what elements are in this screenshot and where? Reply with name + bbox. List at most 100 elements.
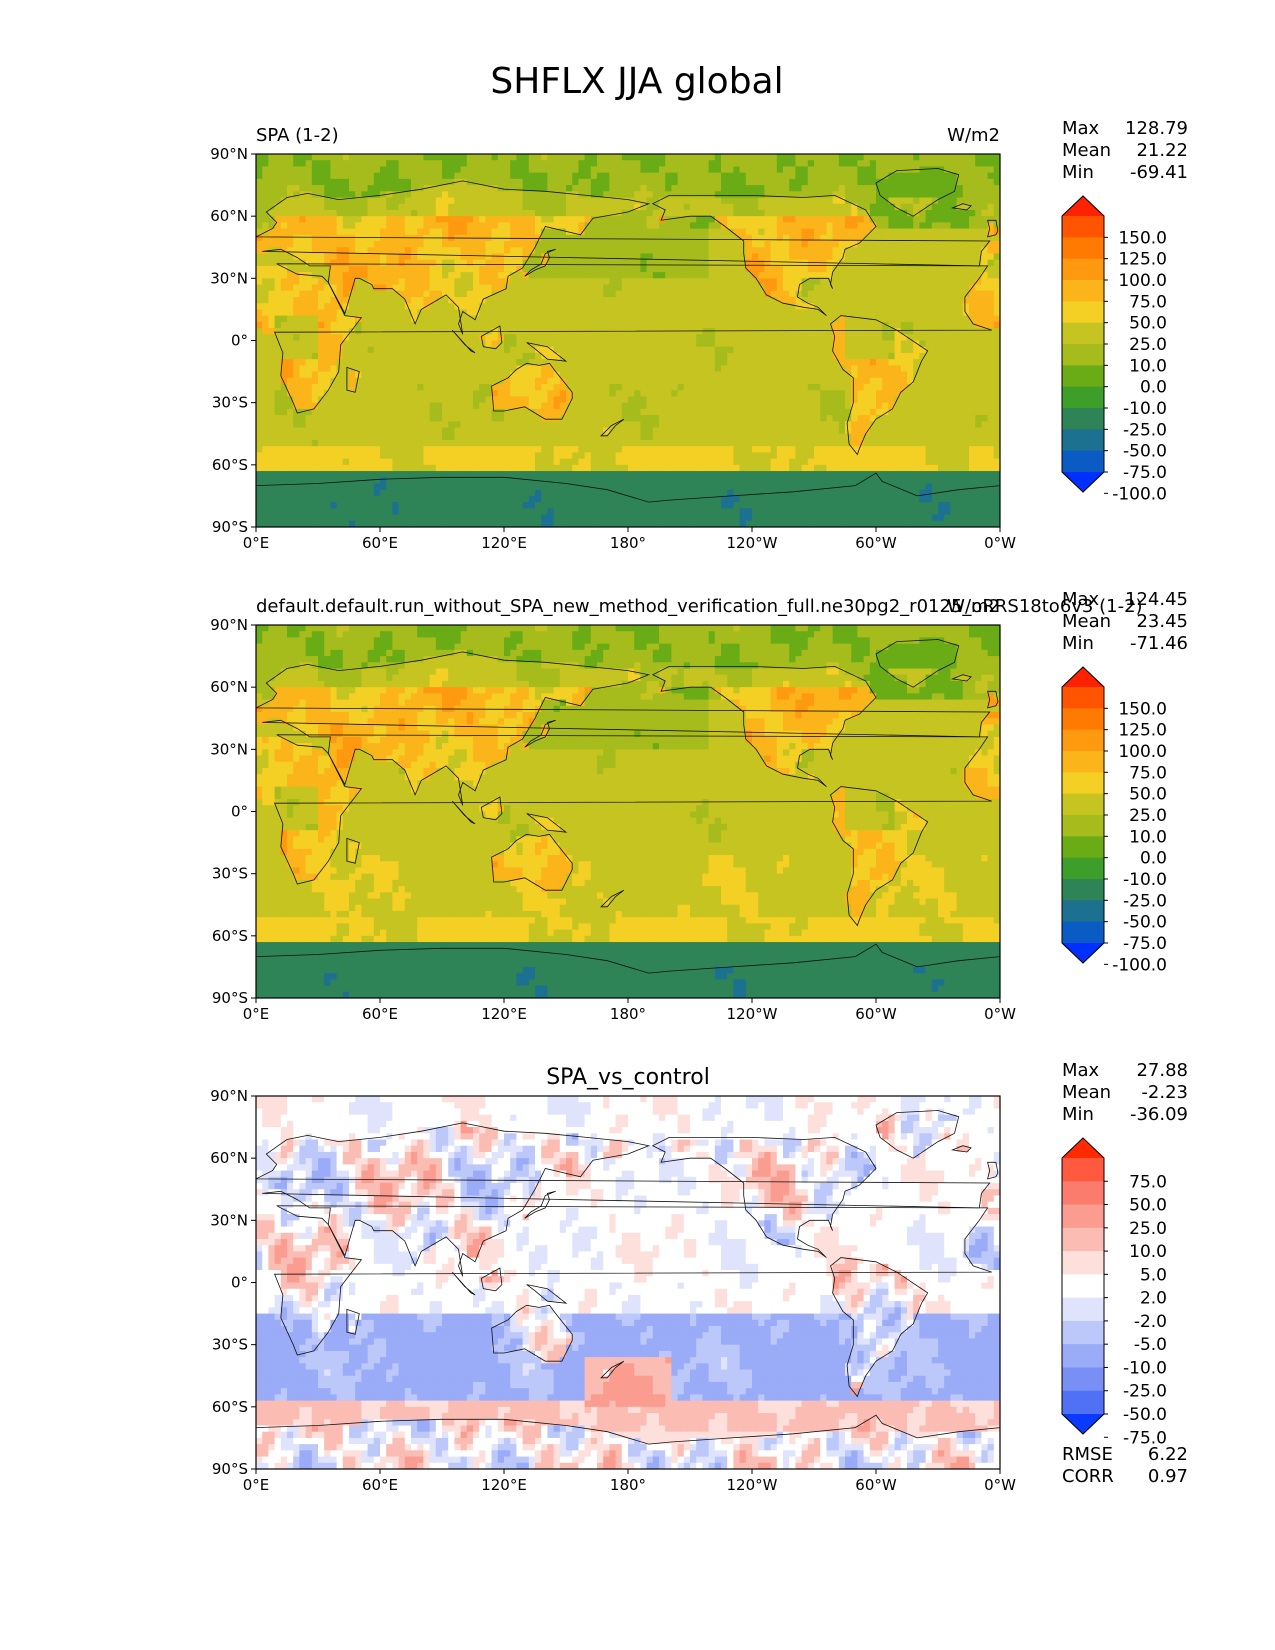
colorbar-tick-label: 75.0 xyxy=(1129,763,1167,783)
lat-tick-label: 0° xyxy=(231,332,248,350)
lat-tick-label: 60°S xyxy=(212,927,248,945)
colorbar-extend-max xyxy=(1062,667,1104,687)
colorbar-tick-label: 100.0 xyxy=(1118,271,1167,291)
lat-tick-label: 30°S xyxy=(212,865,248,883)
stat-value-max: 27.88 xyxy=(1136,1060,1188,1081)
colorbar-segment xyxy=(1062,280,1104,302)
panel-units: W/m2 xyxy=(947,596,1000,617)
colorbar-tick-label: -50.0 xyxy=(1123,1405,1167,1425)
stat-label-rmse: RMSE xyxy=(1062,1444,1113,1465)
lon-tick-label: 0°W xyxy=(984,1476,1016,1494)
colorbar-segment xyxy=(1062,301,1104,324)
colorbar-segment xyxy=(1062,258,1104,281)
map-field xyxy=(256,154,1000,527)
stat-value-mean: -2.23 xyxy=(1141,1082,1188,1103)
colorbar-segment xyxy=(1062,1181,1104,1206)
lon-tick-label: 60°W xyxy=(855,1005,897,1023)
stat-label-mean: Mean xyxy=(1062,611,1111,632)
lon-tick-label: 120°W xyxy=(727,534,778,552)
colorbar-tick-label: -5.0 xyxy=(1134,1335,1167,1355)
stat-label-mean: Mean xyxy=(1062,140,1111,161)
lon-tick-label: 60°E xyxy=(362,534,398,552)
colorbar-tick-label: 25.0 xyxy=(1129,1219,1167,1239)
colorbar-segment xyxy=(1062,900,1104,923)
map-field xyxy=(256,1096,1000,1469)
colorbar-tick-label: -100.0 xyxy=(1112,484,1167,504)
stat-label-max: Max xyxy=(1062,1060,1100,1081)
lon-tick-label: 120°E xyxy=(481,534,527,552)
colorbar-tick-label: 75.0 xyxy=(1129,1172,1167,1192)
colorbar-tick-label: 25.0 xyxy=(1129,806,1167,826)
stat-label-max: Max xyxy=(1062,118,1100,139)
lat-tick-label: 60°S xyxy=(212,456,248,474)
colorbar-tick-label: -2.0 xyxy=(1134,1312,1167,1332)
colorbar-segment xyxy=(1062,1390,1104,1415)
figure-title: SHFLX JJA global xyxy=(490,61,783,102)
colorbar-segment xyxy=(1062,836,1104,859)
colorbar-tick-label: 10.0 xyxy=(1129,827,1167,847)
lon-tick-label: 0°W xyxy=(984,534,1016,552)
colorbar-tick-label: -75.0 xyxy=(1123,1428,1167,1448)
colorbar-tick-label: 50.0 xyxy=(1129,785,1167,805)
map-panel-1: 0°E 60°E 120°E 180° 120°W 60°W 0°W 90°N 60°N 30°N… xyxy=(210,118,1188,552)
stat-label-max: Max xyxy=(1062,589,1100,610)
colorbar-tick-label: 75.0 xyxy=(1129,292,1167,312)
stat-value-rmse: 6.22 xyxy=(1148,1444,1188,1465)
stat-value-mean: 21.22 xyxy=(1136,140,1188,161)
lon-tick-label: 120°E xyxy=(481,1476,527,1494)
panel-left-title: default.default.run_without_SPA_new_meth… xyxy=(256,596,1143,617)
colorbar-tick-label: 10.0 xyxy=(1129,1242,1167,1262)
colorbar-tick-label: -10.0 xyxy=(1123,870,1167,890)
stat-label-corr: CORR xyxy=(1062,1466,1114,1487)
colorbar-tick-label: 150.0 xyxy=(1118,699,1167,719)
colorbar-segment xyxy=(1062,1320,1104,1345)
lon-tick-label: 120°W xyxy=(727,1005,778,1023)
colorbar: 75.0 50.0 25.0 10.0 5.0 2.0 -2.0 -5.0 -10.0 -25.0… xyxy=(1061,1137,1167,1448)
map-panel-2: 0°E 60°E 120°E 180° 120°W 60°W 0°W 90°N 60°N 30°N… xyxy=(210,589,1188,1023)
lat-tick-label: 30°N xyxy=(210,269,248,287)
colorbar-segment xyxy=(1062,386,1104,409)
colorbar-segment xyxy=(1062,365,1104,388)
stat-value-min: -71.46 xyxy=(1130,633,1188,654)
colorbar-tick-label: 25.0 xyxy=(1129,335,1167,355)
stat-label-mean: Mean xyxy=(1062,1082,1111,1103)
colorbar-tick-label: -25.0 xyxy=(1123,420,1167,440)
colorbar-extend-min xyxy=(1062,1414,1104,1434)
colorbar-segment xyxy=(1062,687,1104,709)
map-field xyxy=(256,625,1000,998)
colorbar-segment xyxy=(1062,729,1104,752)
colorbar-segment xyxy=(1062,1204,1104,1229)
colorbar: 150.0125.0100.075.050.025.010.00.0-10.0-… xyxy=(1061,195,1167,504)
lon-tick-label: 0°E xyxy=(243,1005,270,1023)
colorbar-tick-label: -50.0 xyxy=(1123,442,1167,462)
colorbar-segment xyxy=(1062,857,1104,880)
colorbar-segment xyxy=(1062,1251,1104,1275)
lon-tick-label: 60°W xyxy=(855,534,897,552)
lat-tick-label: 60°S xyxy=(212,1398,248,1416)
colorbar-tick-label: 0.0 xyxy=(1140,849,1167,869)
colorbar-extend-max xyxy=(1062,196,1104,216)
lon-tick-label: 60°E xyxy=(362,1476,398,1494)
stat-label-min: Min xyxy=(1062,1104,1094,1125)
lat-tick-label: 90°N xyxy=(210,145,248,163)
lat-tick-label: 0° xyxy=(231,803,248,821)
colorbar-tick-label: 125.0 xyxy=(1118,721,1167,741)
colorbar-tick-label: 150.0 xyxy=(1118,228,1167,248)
colorbar-tick-label: 50.0 xyxy=(1129,1196,1167,1216)
lat-tick-label: 30°N xyxy=(210,740,248,758)
colorbar-segment xyxy=(1062,1274,1104,1299)
stat-value-corr: 0.97 xyxy=(1148,1466,1188,1487)
lon-tick-label: 0°E xyxy=(243,1476,270,1494)
colorbar-segment xyxy=(1062,879,1104,901)
map-panel-3: 0°E 60°E 120°E 180° 120°W 60°W 0°W 90°N 60°N 30°N… xyxy=(210,1060,1188,1494)
stat-value-min: -69.41 xyxy=(1130,162,1188,183)
stat-value-max: 124.45 xyxy=(1125,589,1188,610)
coastlines xyxy=(256,639,1000,998)
colorbar-tick-label: 125.0 xyxy=(1118,250,1167,270)
colorbar-tick-label: 5.0 xyxy=(1140,1265,1167,1285)
colorbar-tick-label: -25.0 xyxy=(1123,1382,1167,1402)
colorbar-segment xyxy=(1062,344,1104,366)
panel-units: W/m2 xyxy=(947,125,1000,146)
colorbar-segment xyxy=(1062,815,1104,837)
